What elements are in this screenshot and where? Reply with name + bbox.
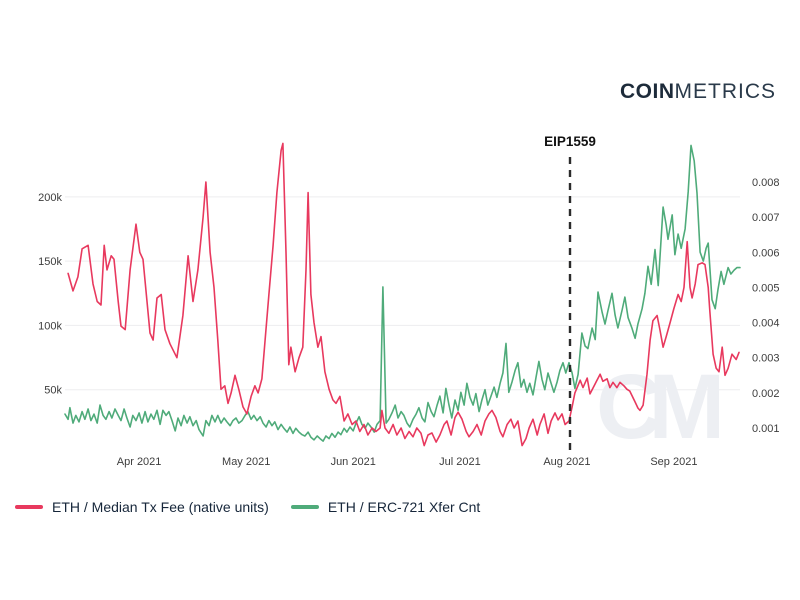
legend-swatch-green-line xyxy=(290,505,319,509)
right-axis-tick-label: 0.005 xyxy=(752,282,780,294)
series-line-median-tx-fee xyxy=(67,142,740,447)
coinmetrics-logo: COINMETRICS xyxy=(620,80,776,104)
series-line-erc721-xfer-cnt xyxy=(64,144,741,442)
right-axis-tick-label: 0.003 xyxy=(752,353,780,365)
x-axis-tick-label: Jul 2021 xyxy=(439,456,481,468)
coinmetrics-watermark: CM xyxy=(596,356,719,458)
right-axis-tick-label: 0.008 xyxy=(752,177,780,189)
logo-metrics-text: METRICS xyxy=(674,80,776,103)
right-axis-tick-label: 0.002 xyxy=(752,388,780,400)
legend-item-erc721-xfer-cnt: ETH / ERC-721 Xfer Cnt xyxy=(290,499,481,515)
right-axis-tick-label: 0.006 xyxy=(752,247,780,259)
left-axis-tick-label: 150k xyxy=(38,256,62,268)
logo-coin-text: COIN xyxy=(620,80,675,103)
x-axis-tick-label: Aug 2021 xyxy=(543,456,590,468)
legend-swatch-red-line xyxy=(15,505,43,509)
x-axis-tick-label: May 2021 xyxy=(222,456,270,468)
x-axis-tick-label: Apr 2021 xyxy=(117,456,162,468)
legend-item-median-tx-fee: ETH / Median Tx Fee (native units) xyxy=(15,499,269,515)
right-axis-tick-label: 0.001 xyxy=(752,423,780,435)
legend: ETH / Median Tx Fee (native units) ETH /… xyxy=(15,499,480,515)
right-axis-tick-label: 0.007 xyxy=(752,212,780,224)
x-axis-tick-label: Sep 2021 xyxy=(650,456,697,468)
annotation-label: EIP1559 xyxy=(544,134,596,149)
x-axis-tick-label: Jun 2021 xyxy=(331,456,376,468)
legend-label-median-tx-fee: ETH / Median Tx Fee (native units) xyxy=(52,499,269,515)
left-axis-tick-label: 50k xyxy=(44,385,62,397)
left-axis-tick-label: 200k xyxy=(38,192,62,204)
right-axis-tick-label: 0.004 xyxy=(752,318,780,330)
left-axis-tick-label: 100k xyxy=(38,320,62,332)
legend-label-erc721-xfer-cnt: ETH / ERC-721 Xfer Cnt xyxy=(327,499,481,515)
